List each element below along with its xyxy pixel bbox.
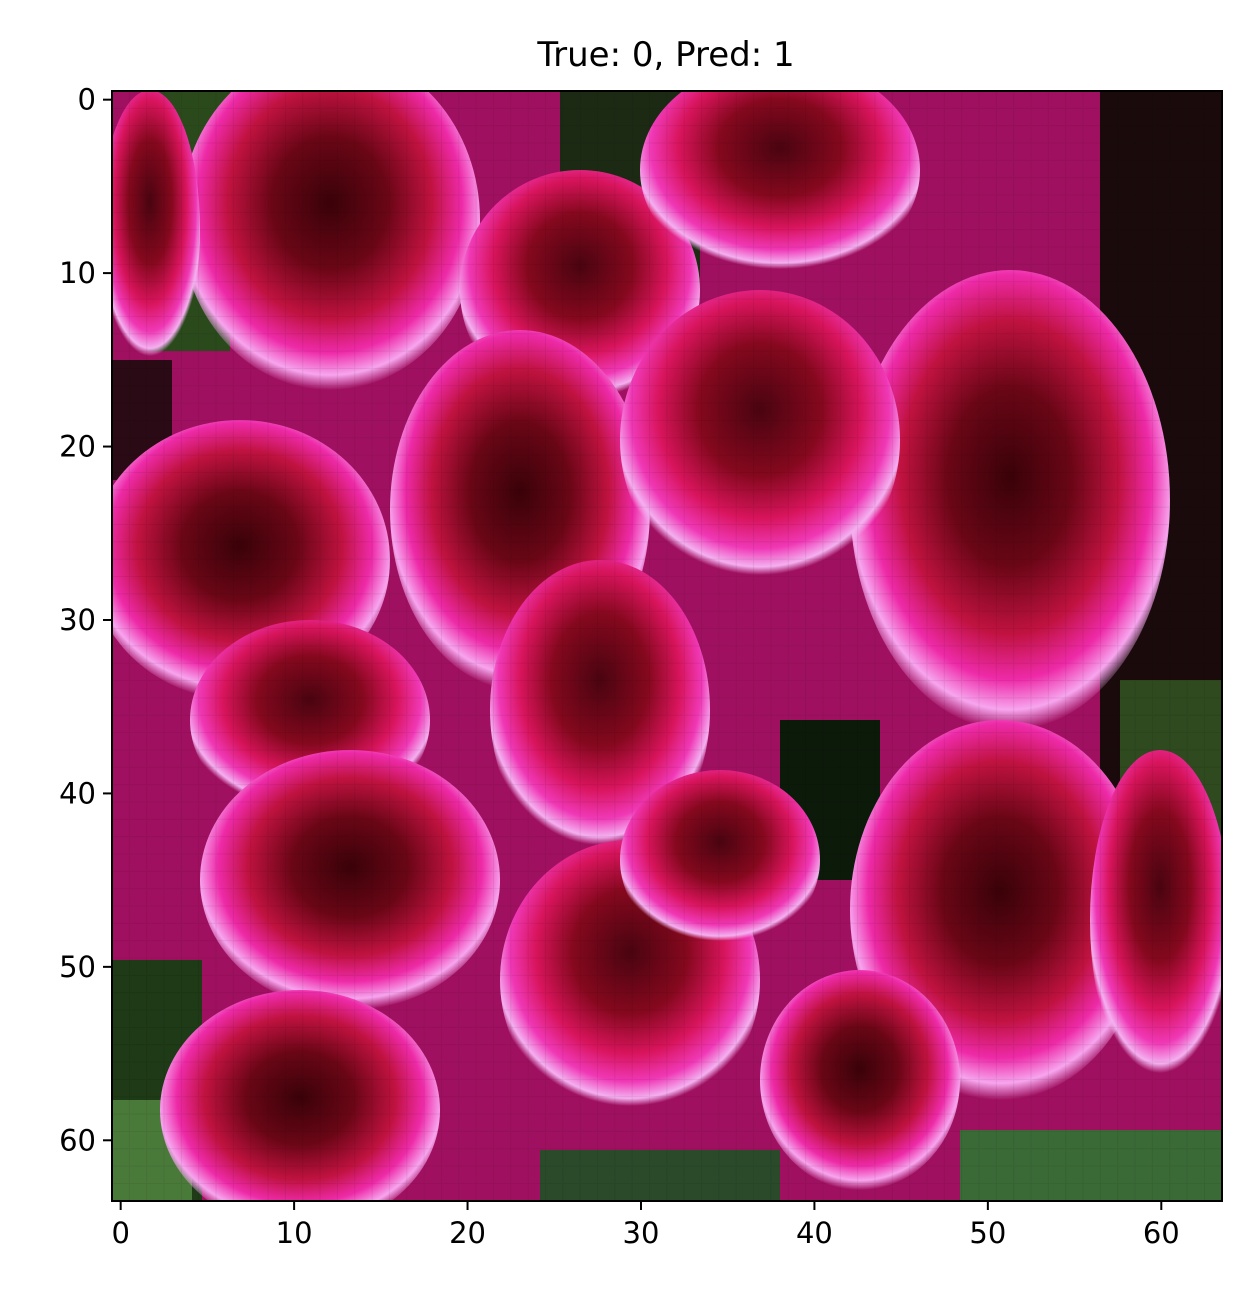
x-tick-label: 30	[623, 1216, 660, 1250]
x-axis-ticks: 0 10 20 30 40 50 60	[111, 1201, 1180, 1250]
x-tick-label: 0	[111, 1216, 129, 1250]
y-tick-label: 0	[78, 83, 96, 117]
y-tick-label: 10	[59, 256, 96, 290]
x-tick-label: 60	[1143, 1216, 1180, 1250]
y-axis-ticks: 0 10 20 30 40 50 60	[59, 83, 112, 1157]
axes-frame	[111, 90, 1223, 1202]
y-tick-label: 20	[59, 430, 96, 464]
x-tick-label: 10	[276, 1216, 313, 1250]
y-tick-label: 40	[59, 776, 96, 810]
figure-title: True: 0, Pred: 1	[536, 35, 794, 75]
x-tick-label: 50	[969, 1216, 1006, 1250]
x-tick-label: 40	[796, 1216, 833, 1250]
y-tick-label: 60	[59, 1123, 96, 1157]
y-tick-label: 50	[59, 950, 96, 984]
flower-image	[112, 91, 1222, 1201]
y-tick-label: 30	[59, 603, 96, 637]
x-tick-label: 20	[449, 1216, 486, 1250]
